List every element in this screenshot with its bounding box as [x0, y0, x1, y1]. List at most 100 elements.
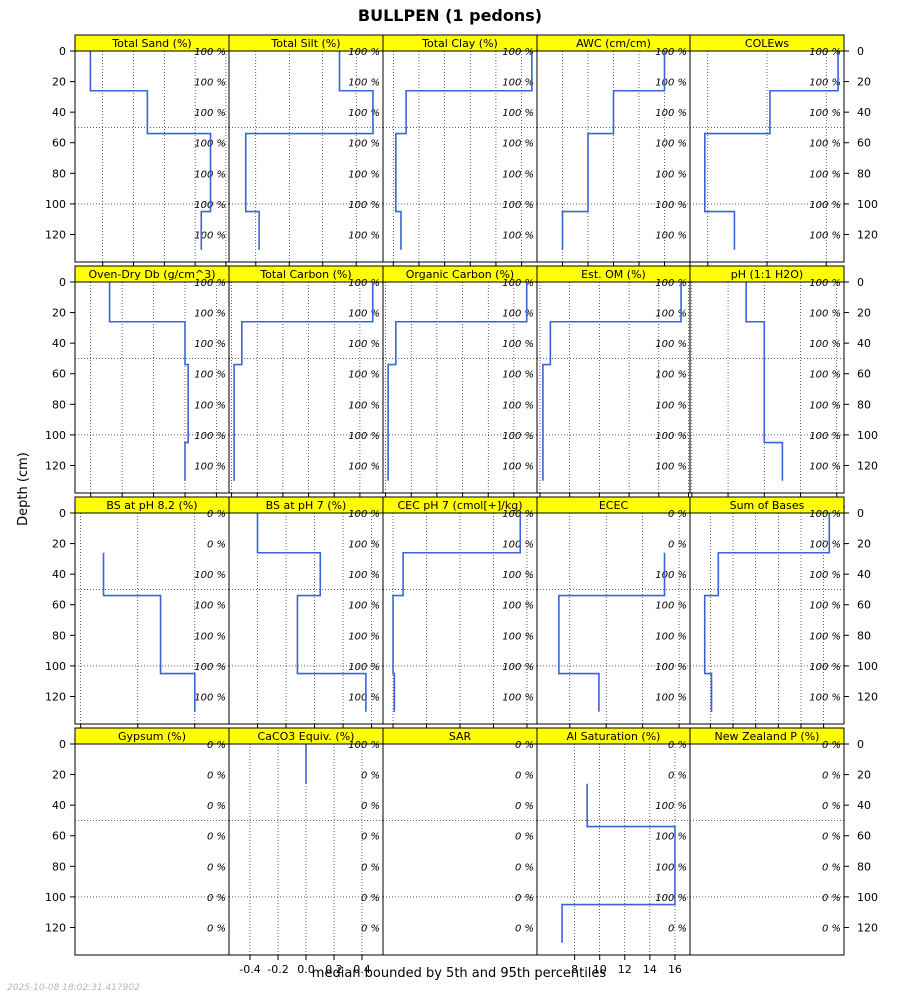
panel-20: New Zealand P (%)0 %0 %0 %0 %0 %0 %0 %02…	[689, 727, 878, 956]
panel-strip-label: Organic Carbon (%)	[406, 268, 514, 281]
percent-label: 0 %	[515, 923, 534, 934]
depth-tick-label: 0	[857, 276, 864, 289]
percent-label: 100 %	[502, 278, 534, 289]
x-tick-label: 0.2	[325, 963, 343, 976]
depth-tick-label: 40	[857, 799, 871, 812]
panel-strip-label: Total Carbon (%)	[259, 268, 351, 281]
chart-title: BULLPEN (1 pedons)	[358, 6, 542, 25]
percent-label: 100 %	[348, 509, 380, 520]
percent-label: 100 %	[809, 570, 841, 581]
depth-tick-label: 80	[857, 629, 871, 642]
panel-strip-label: CEC pH 7 (cmol[+]/kg)	[397, 499, 522, 512]
depth-tick-label: 100	[45, 660, 66, 673]
percent-label: 100 %	[655, 601, 687, 612]
percent-label: 100 %	[502, 570, 534, 581]
percent-label: 100 %	[502, 370, 534, 381]
percent-label: 100 %	[348, 431, 380, 442]
percent-label: 0 %	[822, 771, 841, 782]
percent-label: 0 %	[822, 893, 841, 904]
y-axis-label: Depth (cm)	[16, 452, 31, 526]
depth-tick-label: 20	[857, 76, 871, 89]
depth-tick-label: 40	[52, 337, 66, 350]
panel-frame	[382, 743, 538, 956]
percent-label: 0 %	[361, 893, 380, 904]
percent-label: 0 %	[207, 740, 226, 751]
percent-label: 100 %	[502, 47, 534, 58]
percent-label: 100 %	[809, 461, 841, 472]
percent-label: 100 %	[655, 78, 687, 89]
percent-label: 100 %	[809, 540, 841, 551]
depth-tick-label: 20	[52, 769, 66, 782]
percent-label: 100 %	[348, 692, 380, 703]
percent-label: 100 %	[348, 400, 380, 411]
panel-strip-label: ECEC	[599, 499, 629, 512]
percent-label: 100 %	[348, 309, 380, 320]
percent-label: 100 %	[809, 400, 841, 411]
depth-tick-label: 40	[52, 106, 66, 119]
panel-11: BS at pH 8.2 (%) 0 % 0 % 100 % 100 % 100 % 100…	[45, 496, 230, 745]
panel-strip-label: Sum of Bases	[730, 499, 805, 512]
depth-tick-label: 60	[52, 137, 66, 150]
depth-tick-label: 80	[52, 398, 66, 411]
percent-label: 100 %	[348, 108, 380, 119]
percent-label: 100 %	[655, 139, 687, 150]
percent-label: 100 %	[809, 509, 841, 520]
percent-label: 100 %	[502, 230, 534, 241]
timestamp-label: 2025-10-08 18:02:31.417902	[7, 983, 140, 993]
percent-label: 0 %	[668, 771, 687, 782]
percent-label: 100 %	[655, 461, 687, 472]
depth-tick-label: 80	[857, 398, 871, 411]
panel-7: Total Carbon (%)100 %100 %100 %100 %100 …	[223, 265, 384, 514]
panel-strip-label: Gypsum (%)	[118, 730, 186, 743]
percent-label: 100 %	[194, 230, 226, 241]
percent-label: 0 %	[515, 740, 534, 751]
percent-label: 100 %	[655, 400, 687, 411]
percent-label: 100 %	[655, 570, 687, 581]
x-tick-label: 16	[668, 963, 682, 976]
percent-label: 100 %	[348, 540, 380, 551]
percent-label: 100 %	[655, 431, 687, 442]
depth-tick-label: 40	[52, 568, 66, 581]
depth-tick-label: 20	[857, 307, 871, 320]
panel-strip-label: Total Sand (%)	[111, 37, 191, 50]
percent-label: 100 %	[194, 108, 226, 119]
percent-label: 100 %	[194, 431, 226, 442]
percent-label: 100 %	[194, 78, 226, 89]
percent-label: 0 %	[515, 801, 534, 812]
x-tick-label: 14	[643, 963, 657, 976]
depth-tick-label: 0	[59, 276, 66, 289]
percent-label: 0 %	[515, 893, 534, 904]
percent-label: 0 %	[515, 832, 534, 843]
percent-label: 100 %	[655, 47, 687, 58]
percent-label: 100 %	[502, 461, 534, 472]
x-tick-label: 12	[618, 963, 632, 976]
panel-12: BS at pH 7 (%)100 %100 %100 %100 %100 %1…	[228, 496, 384, 745]
percent-label: 100 %	[194, 601, 226, 612]
panel-strip-label: BS at pH 7 (%)	[266, 499, 347, 512]
panel-3: Total Clay (%) 100 % 100 % 100 % 100 % 100 % 1…	[382, 34, 538, 283]
depth-tick-label: 60	[857, 137, 871, 150]
depth-tick-label: 100	[45, 429, 66, 442]
percent-label: 100 %	[809, 230, 841, 241]
depth-tick-label: 60	[52, 599, 66, 612]
percent-label: 100 %	[194, 309, 226, 320]
depth-tick-label: 100	[857, 891, 878, 904]
percent-label: 100 %	[655, 801, 687, 812]
percent-label: 100 %	[655, 230, 687, 241]
depth-tick-label: 20	[52, 76, 66, 89]
percent-label: 100 %	[502, 540, 534, 551]
panel-16: Gypsum (%) 0 % 0 % 0 % 0 % 0 % 0 % 0 % 0 20 40 60 80…	[45, 727, 230, 956]
percent-label: 100 %	[655, 339, 687, 350]
panel-strip-label: Total Silt (%)	[270, 37, 340, 50]
percent-label: 0 %	[361, 832, 380, 843]
percent-label: 0 %	[207, 771, 226, 782]
panel-frame	[74, 743, 230, 956]
x-tick-label: -0.4	[239, 963, 260, 976]
percent-label: 100 %	[348, 169, 380, 180]
percent-label: 100 %	[809, 108, 841, 119]
percent-label: 100 %	[809, 47, 841, 58]
panel-strip-label: Total Clay (%)	[421, 37, 498, 50]
percent-label: 0 %	[822, 801, 841, 812]
depth-tick-label: 0	[59, 507, 66, 520]
